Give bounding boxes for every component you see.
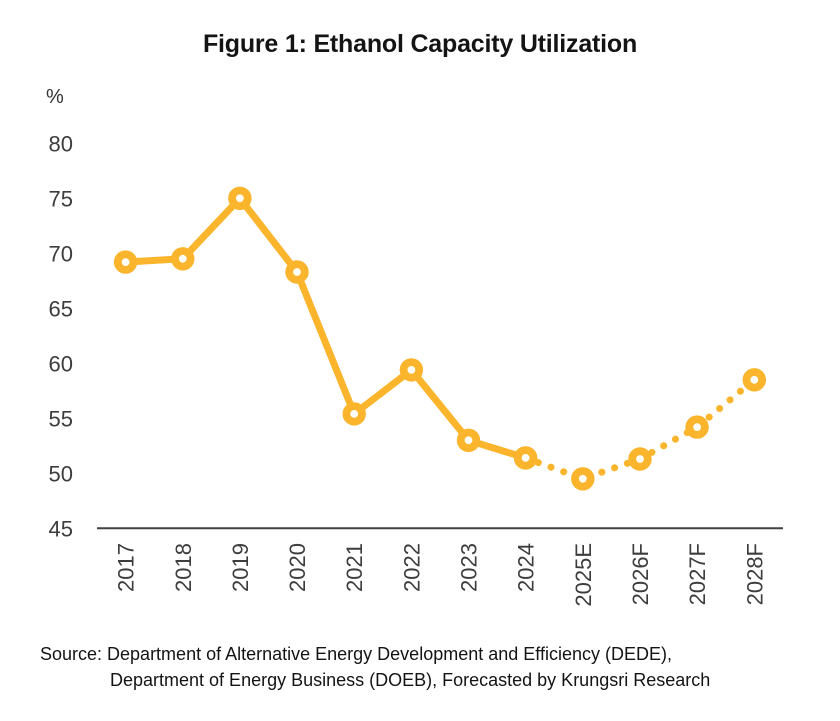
line-chart-canvas: 80 75 70 65 60 55 50 45 2017 2018 2019 2020 2021 2022… [49, 131, 783, 607]
x-tick-label-2028F: 2028F [742, 543, 767, 605]
data-point-2018 [171, 247, 195, 271]
y-tick-label-75: 75 [49, 186, 73, 211]
data-point-2021 [342, 402, 366, 426]
data-point-2019 [228, 186, 252, 211]
y-tick-label-60: 60 [49, 351, 73, 376]
x-tick-label-2020: 2020 [285, 543, 310, 592]
figure-title: Figure 1: Ethanol Capacity Utilization [202, 30, 638, 58]
data-point-2020 [285, 260, 309, 284]
y-tick-label-45: 45 [49, 516, 73, 541]
x-tick-label-2024: 2024 [514, 543, 539, 592]
data-point-2017 [113, 250, 138, 274]
x-tick-label-2025E: 2025E [571, 543, 596, 607]
x-tick-label-2018: 2018 [171, 543, 196, 592]
y-tick-label-65: 65 [49, 296, 73, 321]
data-point-2024 [513, 446, 538, 470]
data-point-2022 [399, 358, 424, 382]
x-tick-label-2026F: 2026F [628, 543, 653, 605]
data-point-2026F [628, 447, 652, 471]
x-tick-label-2021: 2021 [342, 543, 367, 592]
x-tick-label-2023: 2023 [457, 543, 482, 592]
y-axis-unit-label: % [46, 86, 64, 108]
y-tick-label-80: 80 [49, 131, 73, 156]
data-point-2023 [456, 428, 481, 453]
data-point-2027F [685, 415, 709, 439]
x-tick-label-2017: 2017 [114, 543, 139, 592]
x-tick-label-2019: 2019 [228, 543, 253, 592]
data-point-2025E [571, 467, 595, 491]
x-tick-label-2027F: 2027F [685, 543, 710, 605]
y-tick-label-70: 70 [49, 241, 73, 266]
source-note: Source: Department of Alternative Energy… [40, 641, 800, 693]
y-tick-label-55: 55 [49, 406, 73, 431]
source-line-2: Department of Energy Business (DOEB), Fo… [110, 670, 711, 690]
plot-line-actual [122, 194, 530, 462]
source-line-1: Source: Department of Alternative Energy… [40, 644, 672, 664]
x-tick-label-2022: 2022 [399, 543, 424, 592]
y-tick-label-50: 50 [49, 461, 73, 486]
data-point-2028F [742, 368, 767, 392]
